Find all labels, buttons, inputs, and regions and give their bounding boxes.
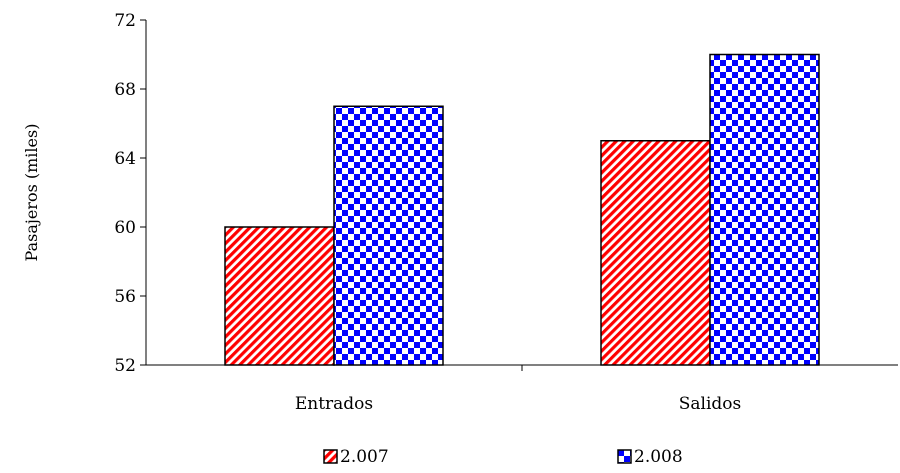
y-tick-label: 72 [114, 11, 136, 31]
y-tick-label: 68 [114, 80, 136, 100]
y-tick-label: 52 [114, 356, 136, 376]
bar-series2-entrados [333, 105, 444, 366]
bar-series2-salidos [709, 53, 820, 366]
bar-series1-salidos [600, 140, 711, 366]
y-axis-title: Pasajeros (miles) [22, 124, 41, 262]
x-category-label: Salidos [679, 394, 742, 414]
y-tick-label: 64 [114, 149, 136, 169]
bar-series1-entrados [224, 226, 335, 366]
legend-swatch [617, 449, 632, 464]
legend-swatch [323, 449, 338, 464]
legend-label: 2.008 [634, 447, 683, 467]
y-tick-label: 60 [114, 218, 136, 238]
x-category-label: Entrados [295, 394, 373, 414]
legend-label: 2.007 [340, 447, 389, 467]
y-tick-label: 56 [114, 287, 136, 307]
